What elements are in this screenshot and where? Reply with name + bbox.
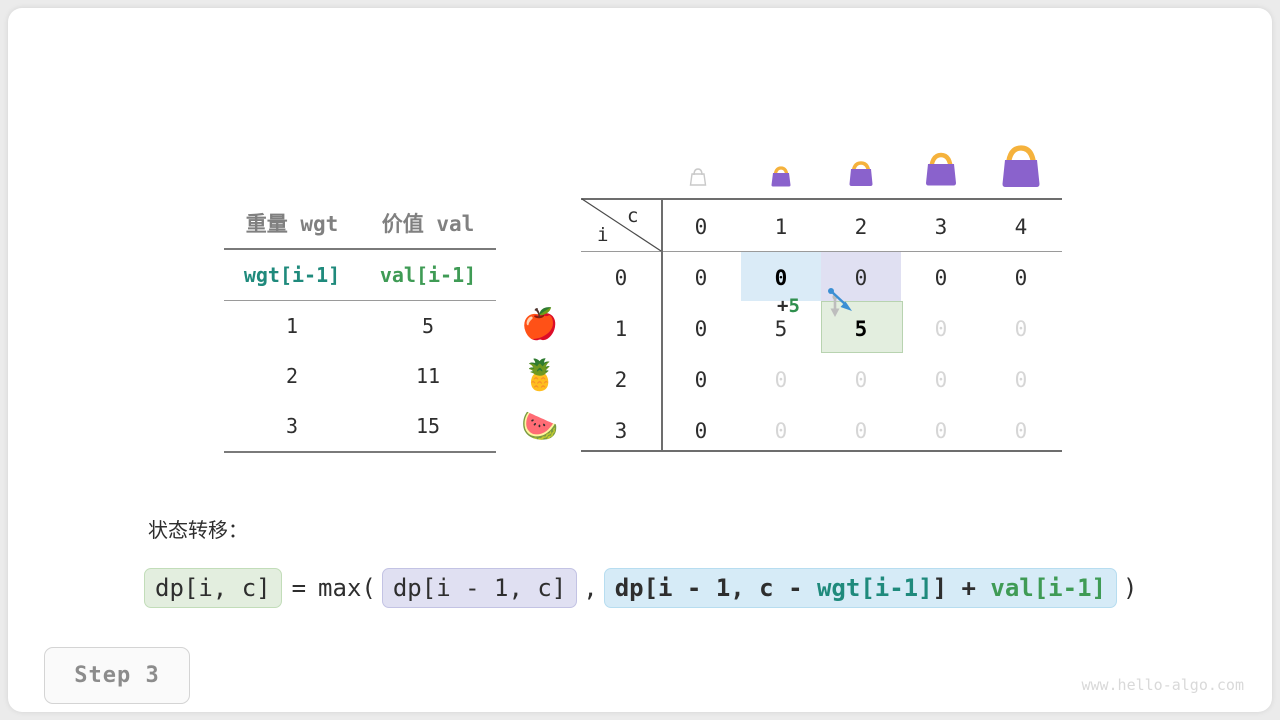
dp-table-bottom-rule — [581, 450, 1062, 452]
dp-cell-r2c1: 0 — [774, 368, 788, 392]
apple-icon: 🍎 — [521, 307, 559, 342]
diagonal-arrow-icon — [828, 288, 852, 311]
bag-icon-size-2 — [849, 161, 873, 186]
watermark: www.hello-algo.com — [1081, 676, 1244, 694]
item-wgt-value: 3 — [285, 414, 299, 438]
dp-cell-r3c3: 0 — [934, 419, 948, 443]
item-val-value: 15 — [415, 414, 441, 438]
corner-diagonal-line — [581, 198, 662, 252]
step-badge: Step 3 — [44, 647, 190, 704]
item-table-subheader-val: val[i-1] — [379, 263, 477, 287]
plus-number: 5 — [788, 295, 800, 317]
dp-table: c i 0 1 2 3 4 0 1 2 3 0 0 0 0 0 0 5 5 0 … — [581, 198, 1062, 452]
watermelon-icon: 🍉 — [521, 409, 559, 444]
item-val-value: 11 — [415, 364, 441, 388]
dp-cell-r0c4: 0 — [1014, 266, 1028, 290]
item-table-subheader-wgt: wgt[i-1] — [243, 263, 341, 287]
dp-table-vertical-divider — [661, 198, 663, 452]
dp-cell-r2c4: 0 — [1014, 368, 1028, 392]
dp-cell-r1c2: 5 — [854, 317, 868, 341]
item-table-bottom-rule — [224, 451, 496, 453]
formula-mid-chip: dp[i - 1, c] — [381, 568, 578, 608]
step-badge-label: Step 3 — [74, 663, 160, 688]
formula-max-open: max( — [318, 574, 376, 602]
dp-cell-r1c3: 0 — [934, 317, 948, 341]
dp-cell-r3c2: 0 — [854, 419, 868, 443]
dp-row-header-0: 0 — [614, 266, 628, 290]
item-table-row: 1 5 — [224, 300, 496, 351]
dp-cell-r1c1: 5 — [774, 317, 788, 341]
bag-icon-size-1 — [771, 166, 791, 187]
bag-icon-size-4 — [1002, 145, 1040, 187]
dp-cell-r1c4: 0 — [1014, 317, 1028, 341]
pineapple-icon: 🍍 — [521, 358, 559, 393]
highlight-cell-prev-row-capacity-reduced — [741, 251, 821, 301]
bag-icon-size-3 — [926, 152, 956, 186]
item-table-subheader-row: wgt[i-1] val[i-1] — [224, 248, 496, 300]
formula-rhs-wgt: wgt[i-1] — [816, 574, 933, 602]
dp-table-col-axis-label: c — [627, 205, 639, 227]
dp-cell-r3c0: 0 — [694, 419, 708, 443]
item-table-row: 2 11 — [224, 351, 496, 401]
plus-sign: + — [777, 295, 789, 317]
formula-equals: = — [291, 574, 307, 602]
dp-cell-r2c0: 0 — [694, 368, 708, 392]
dp-row-header-3: 3 — [614, 419, 628, 443]
formula-comma: , — [583, 574, 598, 602]
item-table-row: 3 15 — [224, 401, 496, 451]
dp-table-row-axis-label: i — [597, 224, 609, 246]
bag-icon-size-0 — [689, 168, 707, 186]
dp-col-header-2: 2 — [854, 215, 868, 239]
dp-row-header-1: 1 — [614, 317, 628, 341]
dp-cell-r0c3: 0 — [934, 266, 948, 290]
item-table-header-wgt: 重量 wgt — [245, 212, 339, 236]
item-val-value: 5 — [421, 314, 435, 338]
formula-rhs-middle: ] + — [932, 574, 991, 602]
dp-cell-r0c1: 0 — [774, 266, 788, 290]
dp-cell-r3c4: 0 — [1014, 419, 1028, 443]
item-wgt-value: 2 — [285, 364, 299, 388]
dp-cell-r3c1: 0 — [774, 419, 788, 443]
item-table-header-row: 重量 wgt 价值 val — [224, 198, 496, 248]
slide-canvas: 重量 wgt 价值 val wgt[i-1] val[i-1] 1 5 2 11… — [8, 8, 1272, 712]
transition-formula: dp[i, c] = max( dp[i - 1, c] , dp[i - 1,… — [144, 568, 1143, 608]
dp-table-header-rule — [581, 251, 1062, 253]
plus-value-annotation: +5 — [777, 295, 800, 317]
dp-cell-r2c3: 0 — [934, 368, 948, 392]
dp-col-header-0: 0 — [694, 215, 708, 239]
formula-lhs-chip: dp[i, c] — [144, 568, 282, 608]
formula-rhs-val: val[i-1] — [990, 574, 1106, 602]
transition-label: 状态转移： — [148, 518, 248, 542]
dp-cell-r1c0: 0 — [694, 317, 708, 341]
item-wgt-value: 1 — [285, 314, 299, 338]
item-table: 重量 wgt 价值 val wgt[i-1] val[i-1] 1 5 2 11… — [224, 198, 496, 453]
dp-cell-r2c2: 0 — [854, 368, 868, 392]
dp-col-header-1: 1 — [774, 215, 788, 239]
item-table-header-val: 价值 val — [381, 212, 475, 236]
dp-cell-r0c2: 0 — [854, 266, 868, 290]
dp-cell-r0c0: 0 — [694, 266, 708, 290]
dp-row-header-2: 2 — [614, 368, 628, 392]
formula-close-paren: ) — [1122, 574, 1138, 602]
formula-rhs-chip: dp[i - 1, c - wgt[i-1]] + val[i-1] — [603, 568, 1117, 608]
dp-table-top-rule — [581, 198, 1062, 200]
dp-col-header-3: 3 — [934, 215, 948, 239]
dp-col-header-4: 4 — [1014, 215, 1028, 239]
formula-rhs-prefix: dp[i - 1, c - — [614, 574, 817, 602]
